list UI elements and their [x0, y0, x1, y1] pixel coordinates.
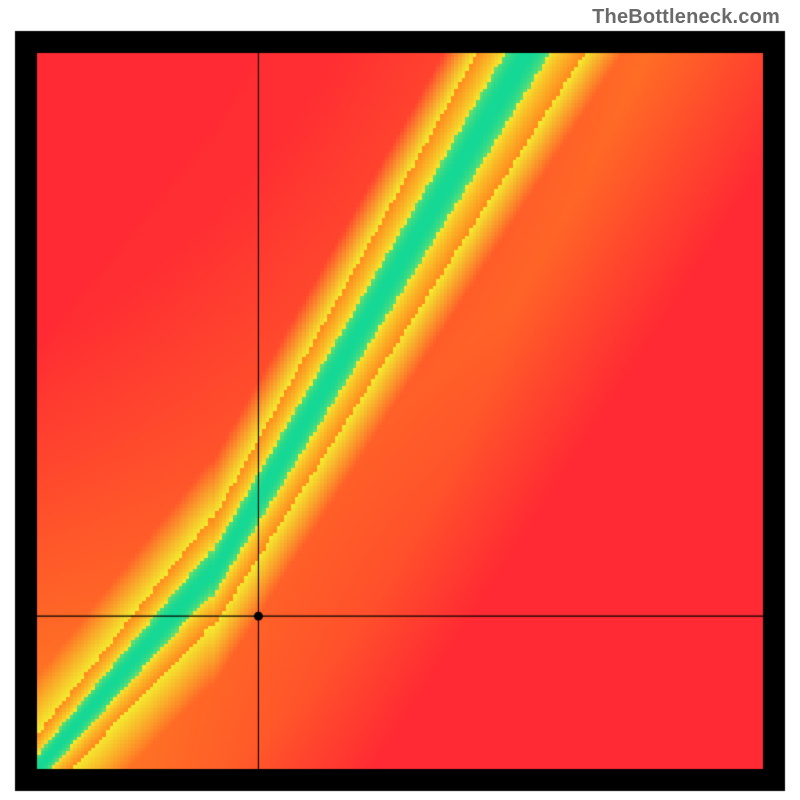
heatmap-canvas — [0, 0, 800, 800]
chart-stage: TheBottleneck.com — [0, 0, 800, 800]
watermark-text: TheBottleneck.com — [592, 6, 780, 29]
